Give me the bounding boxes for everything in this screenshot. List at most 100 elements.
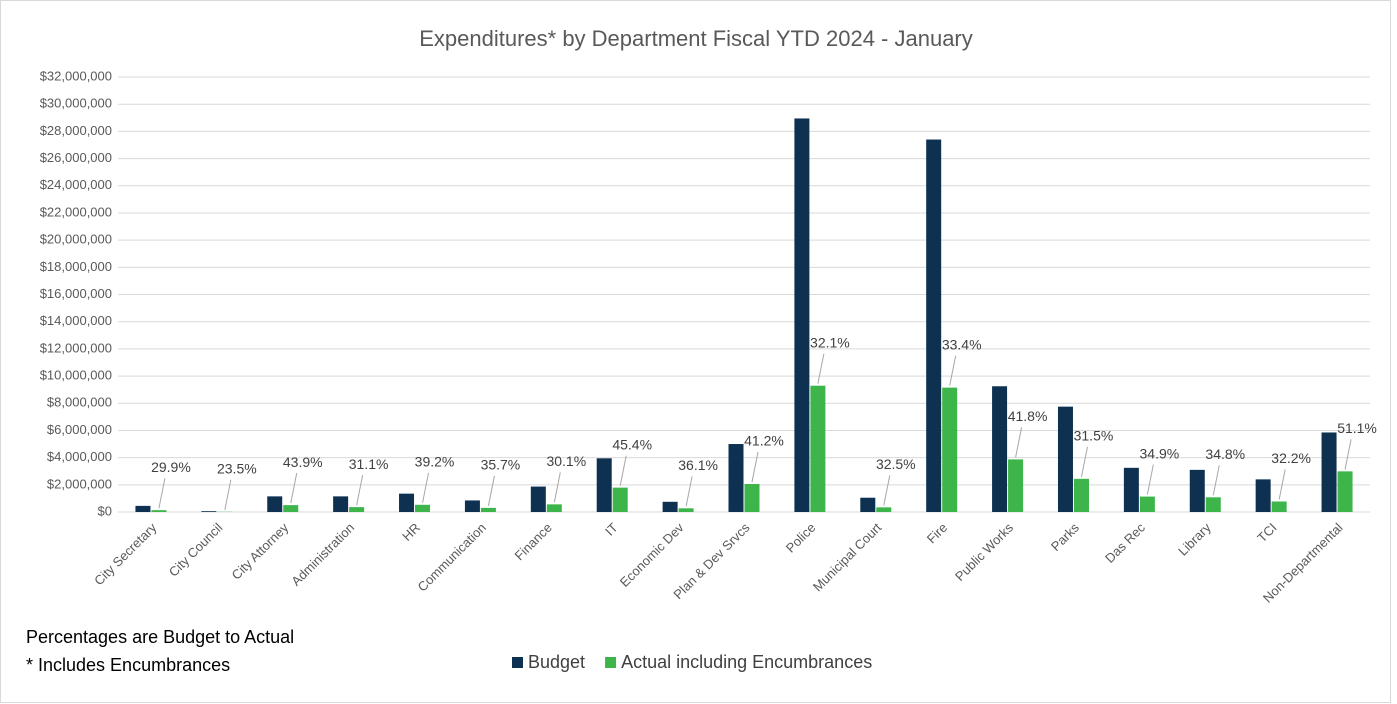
bar <box>810 385 826 512</box>
y-tick-label: $0 <box>98 503 112 518</box>
leader-line <box>1278 469 1286 500</box>
bar <box>992 386 1008 512</box>
leader-line <box>685 476 693 507</box>
data-label: 33.4% <box>942 336 982 352</box>
data-label: 39.2% <box>415 453 455 469</box>
bar <box>1139 496 1155 512</box>
bar <box>530 486 546 512</box>
bar <box>1123 467 1139 512</box>
y-tick-label: $28,000,000 <box>40 123 112 138</box>
leader-line <box>949 355 957 386</box>
bar <box>349 507 365 512</box>
bar <box>728 444 744 512</box>
bar <box>1255 479 1271 512</box>
leader-line <box>619 455 627 486</box>
bar <box>596 458 612 512</box>
bar <box>1073 478 1089 512</box>
leader-line <box>290 473 298 504</box>
bar <box>546 504 562 512</box>
legend-label: Budget <box>528 652 585 672</box>
leader-line <box>224 479 232 510</box>
bar <box>201 511 217 512</box>
data-label: 31.5% <box>1074 428 1114 444</box>
bar <box>612 487 628 512</box>
y-tick-label: $30,000,000 <box>40 96 112 111</box>
data-label: 43.9% <box>283 454 323 470</box>
bar <box>1271 501 1287 512</box>
leader-line <box>422 472 430 503</box>
data-label: 34.9% <box>1140 445 1180 461</box>
y-tick-label: $22,000,000 <box>40 204 112 219</box>
bar <box>926 139 942 512</box>
leader-line <box>1146 464 1154 495</box>
chart-title: Expenditures* by Department Fiscal YTD 2… <box>419 26 973 51</box>
y-tick-label: $10,000,000 <box>40 368 112 383</box>
y-tick-label: $2,000,000 <box>47 476 112 491</box>
leader-line <box>1212 465 1220 496</box>
bar <box>794 118 810 512</box>
data-label: 30.1% <box>546 453 586 469</box>
footnote: Percentages are Budget to Actual <box>26 627 294 647</box>
bar <box>333 496 349 512</box>
y-tick-label: $32,000,000 <box>40 68 112 83</box>
leader-line <box>817 353 825 384</box>
y-tick-label: $18,000,000 <box>40 259 112 274</box>
y-tick-label: $8,000,000 <box>47 395 112 410</box>
legend-swatch <box>605 657 617 668</box>
bar <box>1057 406 1073 512</box>
legend-label: Actual including Encumbrances <box>621 652 872 672</box>
legend-swatch <box>512 657 523 668</box>
data-label: 36.1% <box>678 457 718 473</box>
bar <box>283 505 299 512</box>
bar <box>876 507 892 512</box>
y-tick-label: $26,000,000 <box>40 150 112 165</box>
data-label: 34.8% <box>1205 446 1245 462</box>
bar <box>1337 471 1353 512</box>
y-tick-label: $14,000,000 <box>40 313 112 328</box>
bar <box>1189 469 1205 512</box>
data-label: 32.5% <box>876 456 916 472</box>
bar <box>1205 497 1221 512</box>
data-label: 45.4% <box>612 436 652 452</box>
bar <box>860 497 876 512</box>
bar <box>415 504 431 512</box>
y-tick-label: $20,000,000 <box>40 232 112 247</box>
data-label: 23.5% <box>217 461 257 477</box>
y-tick-label: $6,000,000 <box>47 422 112 437</box>
leader-line <box>1344 439 1352 470</box>
bar <box>1321 432 1337 512</box>
data-label: 32.1% <box>810 334 850 350</box>
data-label: 35.7% <box>481 457 521 473</box>
y-tick-label: $24,000,000 <box>40 177 112 192</box>
data-label: 41.8% <box>1008 408 1048 424</box>
bar <box>267 496 283 512</box>
leader-line <box>1015 427 1023 458</box>
leader-line <box>751 451 759 483</box>
data-label: 29.9% <box>151 459 191 475</box>
bar <box>678 508 694 512</box>
y-tick-label: $16,000,000 <box>40 286 112 301</box>
leader-line <box>158 478 166 509</box>
data-label: 31.1% <box>349 456 389 472</box>
leader-line <box>356 475 364 506</box>
y-tick-label: $4,000,000 <box>47 449 112 464</box>
bar <box>464 500 480 512</box>
data-label: 51.1% <box>1337 420 1377 436</box>
footnote: * Includes Encumbrances <box>26 655 230 675</box>
bar <box>662 501 678 512</box>
y-tick-label: $12,000,000 <box>40 340 112 355</box>
data-label: 32.2% <box>1271 450 1311 466</box>
leader-line <box>553 472 561 503</box>
leader-line <box>883 475 891 506</box>
bar <box>399 493 415 512</box>
bar <box>942 387 958 512</box>
bar <box>135 505 151 512</box>
data-label: 41.2% <box>744 433 784 449</box>
bar <box>480 507 496 512</box>
leader-line <box>487 475 495 506</box>
bar <box>744 483 760 512</box>
leader-line <box>1080 446 1088 477</box>
bar <box>151 510 167 512</box>
